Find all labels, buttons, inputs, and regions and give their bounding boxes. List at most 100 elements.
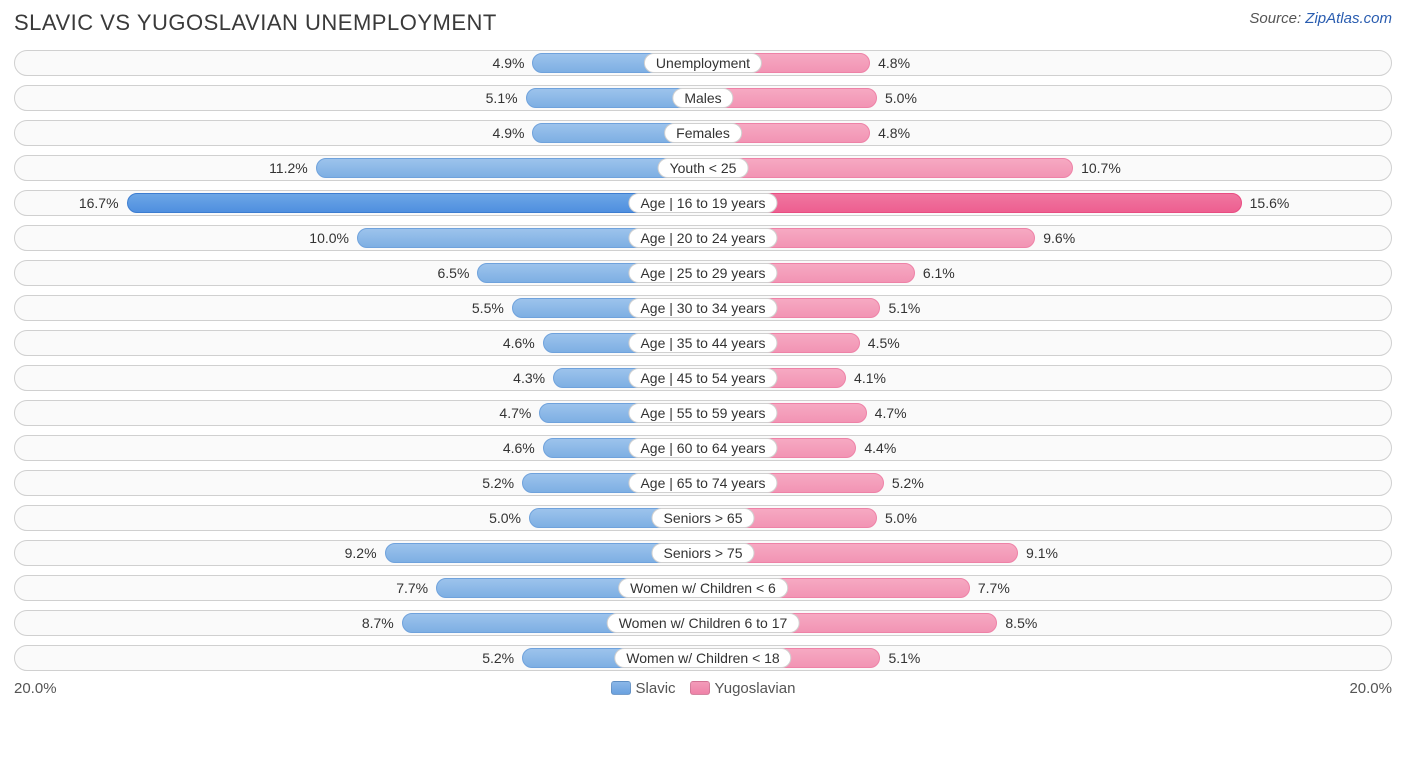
row-left-half: 4.6% <box>15 436 703 460</box>
axis-max-left: 20.0% <box>14 680 57 697</box>
row-left-half: 9.2% <box>15 541 703 565</box>
row-right-value: 5.1% <box>882 300 926 316</box>
row-right-value: 15.6% <box>1244 195 1296 211</box>
legend-item-right: Yugoslavian <box>690 680 796 697</box>
row-right-half: 8.5% <box>703 611 1391 635</box>
row-category-label: Women w/ Children 6 to 17 <box>607 613 800 633</box>
row-right-value: 4.4% <box>858 440 902 456</box>
row-right-half: 4.1% <box>703 366 1391 390</box>
row-left-half: 10.0% <box>15 226 703 250</box>
row-left-value: 5.5% <box>466 300 510 316</box>
row-left-value: 4.6% <box>497 335 541 351</box>
row-left-value: 4.6% <box>497 440 541 456</box>
title-vs: vs <box>94 10 137 35</box>
row-right-half: 4.8% <box>703 121 1391 145</box>
chart-row: 6.5%6.1%Age | 25 to 29 years <box>14 260 1392 286</box>
row-left-value: 4.7% <box>493 405 537 421</box>
row-category-label: Women w/ Children < 18 <box>614 648 791 668</box>
row-right-half: 5.1% <box>703 646 1391 670</box>
row-right-half: 9.1% <box>703 541 1391 565</box>
row-right-half: 5.0% <box>703 506 1391 530</box>
row-left-value: 4.9% <box>487 125 531 141</box>
chart-row: 4.7%4.7%Age | 55 to 59 years <box>14 400 1392 426</box>
row-right-value: 9.1% <box>1020 545 1064 561</box>
row-right-half: 5.0% <box>703 86 1391 110</box>
row-right-value: 4.1% <box>848 370 892 386</box>
row-left-value: 9.2% <box>339 545 383 561</box>
row-left-value: 5.2% <box>476 650 520 666</box>
row-category-label: Women w/ Children < 6 <box>618 578 788 598</box>
row-left-value: 4.9% <box>487 55 531 71</box>
row-right-half: 4.5% <box>703 331 1391 355</box>
chart-row: 4.6% 4.4% Age | 60 to 64 years <box>14 435 1392 461</box>
row-left-value: 10.0% <box>303 230 355 246</box>
title-group-a: Slavic <box>14 10 94 35</box>
row-right-half: 10.7% <box>703 156 1391 180</box>
chart-row: 9.2%9.1%Seniors > 75 <box>14 540 1392 566</box>
row-right-value: 5.0% <box>879 90 923 106</box>
row-right-value: 5.1% <box>882 650 926 666</box>
row-right-half: 6.1% <box>703 261 1391 285</box>
chart-row: 8.7% 8.5% Women w/ Children 6 to 17 <box>14 610 1392 636</box>
row-left-value: 6.5% <box>431 265 475 281</box>
row-left-bar <box>127 193 701 213</box>
row-right-half: 4.4% <box>703 436 1391 460</box>
row-left-value: 16.7% <box>73 195 125 211</box>
source-prefix: Source: <box>1249 10 1305 27</box>
row-category-label: Age | 30 to 34 years <box>628 298 777 318</box>
row-left-value: 7.7% <box>390 580 434 596</box>
row-right-bar <box>705 193 1242 213</box>
row-left-half: 5.0% <box>15 506 703 530</box>
row-right-value: 4.8% <box>872 55 916 71</box>
row-left-half: 5.1% <box>15 86 703 110</box>
row-category-label: Age | 60 to 64 years <box>628 438 777 458</box>
row-left-value: 8.7% <box>356 615 400 631</box>
row-left-value: 5.1% <box>480 90 524 106</box>
row-right-half: 4.8% <box>703 51 1391 75</box>
row-category-label: Females <box>664 123 742 143</box>
row-left-half: 16.7% <box>15 191 703 215</box>
row-right-value: 10.7% <box>1075 160 1127 176</box>
row-left-half: 7.7% <box>15 576 703 600</box>
row-left-half: 4.9% <box>15 51 703 75</box>
row-right-value: 5.2% <box>886 475 930 491</box>
header: Slavic vs Yugoslavian Unemployment Sourc… <box>14 10 1392 36</box>
chart-row: 5.2%5.2%Age | 65 to 74 years <box>14 470 1392 496</box>
row-left-half: 4.7% <box>15 401 703 425</box>
chart-row: 4.6%4.5%Age | 35 to 44 years <box>14 330 1392 356</box>
chart-row: 5.5% 5.1% Age | 30 to 34 years <box>14 295 1392 321</box>
row-right-value: 4.8% <box>872 125 916 141</box>
chart-title: Slavic vs Yugoslavian Unemployment <box>14 10 497 36</box>
row-category-label: Males <box>672 88 733 108</box>
chart-row: 4.9% 4.8% Unemployment <box>14 50 1392 76</box>
row-left-value: 11.2% <box>263 160 314 176</box>
row-right-value: 9.6% <box>1037 230 1081 246</box>
legend-label-left: Slavic <box>636 680 676 697</box>
axis-max-right: 20.0% <box>1349 680 1392 697</box>
row-left-value: 5.2% <box>476 475 520 491</box>
legend: Slavic Yugoslavian <box>611 680 796 697</box>
row-right-half: 15.6% <box>703 191 1391 215</box>
row-right-bar <box>705 158 1073 178</box>
row-right-value: 5.0% <box>879 510 923 526</box>
chart-row: 5.0%5.0%Seniors > 65 <box>14 505 1392 531</box>
row-category-label: Age | 55 to 59 years <box>628 403 777 423</box>
legend-swatch-left <box>611 681 631 695</box>
source-link[interactable]: ZipAtlas.com <box>1305 10 1392 27</box>
row-category-label: Unemployment <box>644 53 762 73</box>
row-right-value: 8.5% <box>999 615 1043 631</box>
title-metric: Unemployment <box>298 10 496 35</box>
row-left-half: 5.5% <box>15 296 703 320</box>
row-left-value: 4.3% <box>507 370 551 386</box>
row-left-half: 4.6% <box>15 331 703 355</box>
row-right-value: 6.1% <box>917 265 961 281</box>
source-attribution: Source: ZipAtlas.com <box>1249 10 1392 27</box>
legend-swatch-right <box>690 681 710 695</box>
row-left-half: 5.2% <box>15 646 703 670</box>
chart-row: 7.7%7.7%Women w/ Children < 6 <box>14 575 1392 601</box>
row-category-label: Youth < 25 <box>658 158 749 178</box>
chart-row: 5.1% 5.0% Males <box>14 85 1392 111</box>
row-left-bar <box>316 158 701 178</box>
legend-item-left: Slavic <box>611 680 676 697</box>
row-category-label: Seniors > 65 <box>652 508 755 528</box>
